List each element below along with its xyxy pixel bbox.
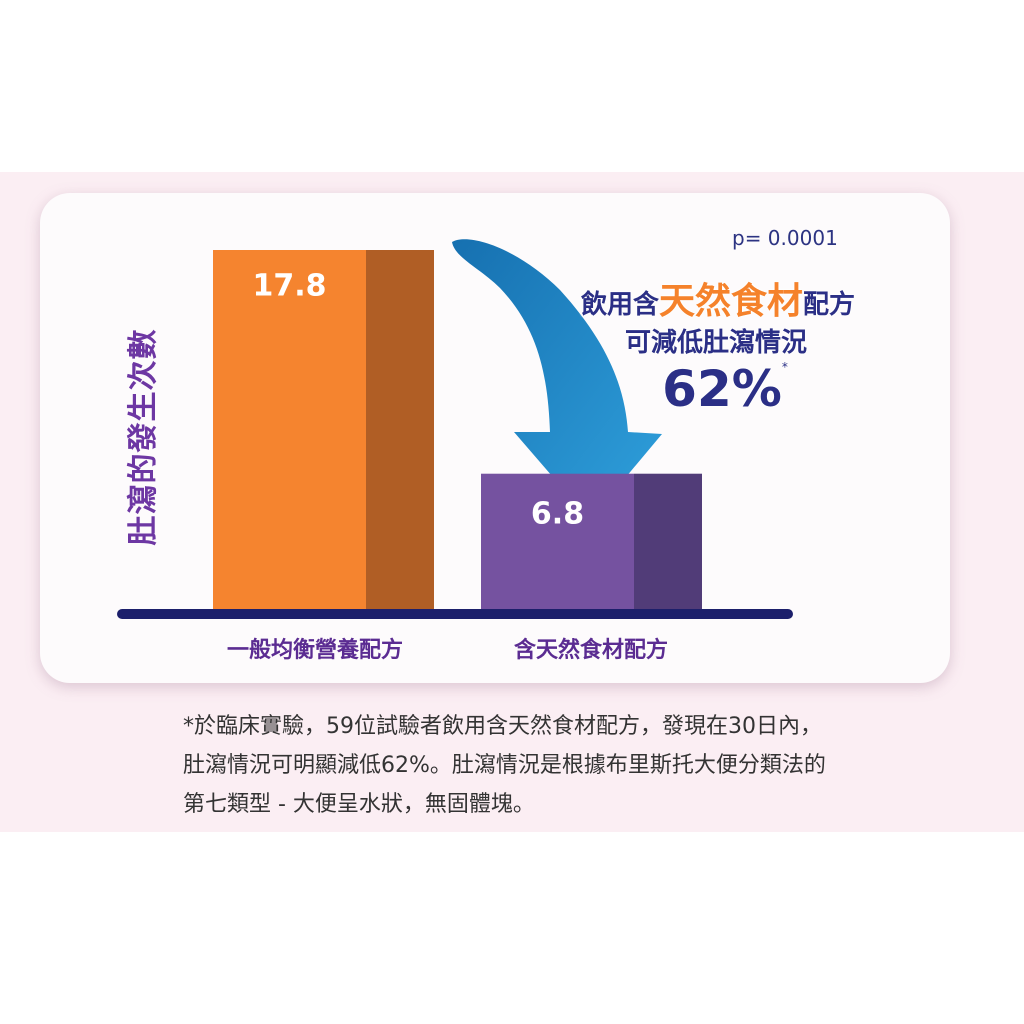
p-value: p= 0.0001 [732, 226, 838, 250]
footnote: *於臨床實驗，59位試驗者飲用含天然食材配方，發現在30日內， 肚瀉情況可明顯減… [183, 707, 983, 824]
annotation-highlight: 天然食材 [658, 281, 804, 322]
bar-1 [481, 473, 634, 612]
bar-side-0 [366, 250, 434, 612]
annotation-pre: 飲用含 [580, 290, 659, 320]
bar-0 [213, 250, 366, 612]
asterisk: * [781, 360, 788, 374]
reduction-value: 62% [662, 360, 782, 418]
x-axis-baseline [117, 609, 793, 619]
category-label-standard: 一般均衡營養配方 [226, 638, 404, 663]
annotation-post: 配方 [803, 290, 856, 320]
bar-side-1 [634, 473, 702, 612]
footnote-line: 第七類型 - 大便呈水狀，無固體塊。 [183, 792, 535, 817]
value-label-natural: 6.8 [530, 496, 585, 532]
annotation-line-2: 可減低肚瀉情況 [624, 328, 808, 358]
footnote-line: *於臨床實驗，59位試驗者飲用含天然食材配方，發現在30日內， [183, 714, 822, 739]
value-label-standard: 17.8 [252, 268, 327, 304]
annotation-line-1: 飲用含天然食材配方 [581, 272, 855, 324]
category-label-natural: 含天然食材配方 [513, 638, 669, 663]
reduction-percent: 62%* [662, 360, 788, 418]
footnote-line: 肚瀉情況可明顯減低62%。肚瀉情況是根據布里斯托大便分類法的 [183, 753, 826, 778]
down-arrow-icon [452, 239, 662, 520]
y-axis-label: 肚瀉的發生次數 [126, 328, 161, 546]
